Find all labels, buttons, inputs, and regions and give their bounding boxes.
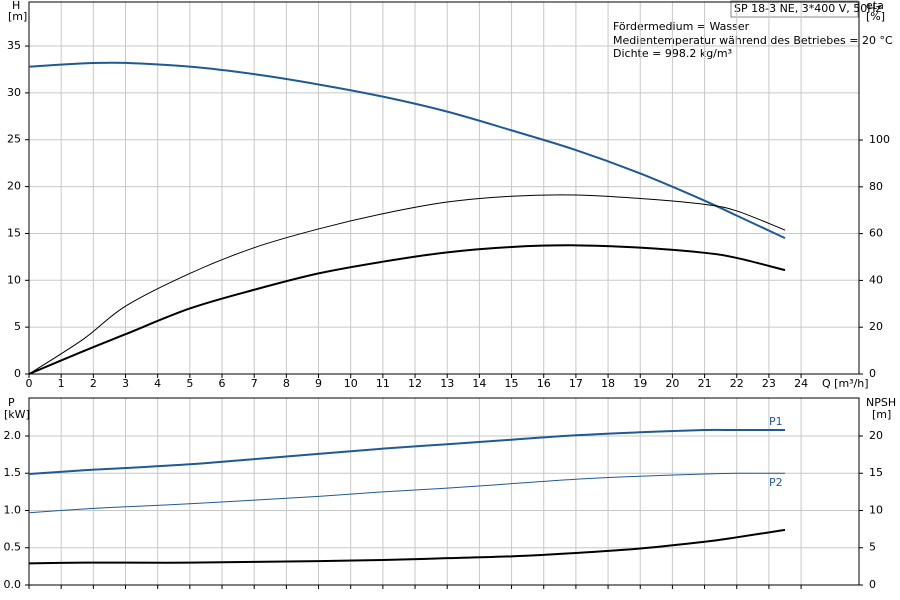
y2-tick-label: 40 [869,273,883,286]
y-label: H [12,0,20,12]
x-tick-label: 20 [665,377,679,390]
x-tick-label: 24 [794,377,808,390]
x-tick-label: 2 [90,377,97,390]
x-tick-label: 0 [26,377,33,390]
y2-tick-label: 20 [869,320,883,333]
x-tick-label: 23 [762,377,776,390]
x-tick-label: 14 [472,377,486,390]
series-label: P1 [769,415,783,428]
y2-label: NPSH [866,396,896,409]
y-tick-label: 0.5 [4,541,22,554]
y2-tick-label: 20 [869,429,883,442]
x-tick-label: 4 [154,377,161,390]
curve [28,472,786,514]
y-tick-label: 20 [7,180,21,193]
y2-tick-label: 0 [869,578,876,591]
y2-tick-label: 10 [869,503,883,516]
curve [28,528,786,565]
y-tick-label: 35 [7,39,21,52]
y-tick-label: 0 [14,367,21,380]
x-tick-label: 6 [219,377,226,390]
curve [28,61,786,240]
y2-tick-label: 100 [869,133,890,146]
x-tick-label: 8 [283,377,290,390]
y2-tick-label: 15 [869,466,883,479]
x-tick-label: 18 [601,377,615,390]
y-tick-label: 1.0 [4,503,22,516]
x-tick-label: 16 [537,377,551,390]
y2-tick-label: 80 [869,180,883,193]
y-tick-label: 30 [7,86,21,99]
info-box [730,0,859,18]
y-tick-label: 5 [14,320,21,333]
x-tick-label: 12 [408,377,422,390]
y-tick-label: 2.0 [4,429,22,442]
x-tick-label: 13 [440,377,454,390]
y2-tick-label: 5 [869,541,876,554]
x-tick-label: 10 [344,377,358,390]
y-tick-label: 0.0 [4,578,22,591]
plot-frame [28,397,860,586]
x-tick-label: 7 [251,377,258,390]
x-tick-label: 15 [505,377,519,390]
annotation: Medientemperatur während des Betriebes =… [613,34,893,47]
y2-unit: [%] [866,10,885,23]
y-unit: [m] [8,10,27,23]
x-tick-label: 9 [315,377,322,390]
annotation: Fördermedium = Wasser [613,20,750,33]
y-unit: [kW] [4,408,30,421]
x-tick-label: 3 [122,377,129,390]
x-tick-label: 21 [698,377,712,390]
x-tick-label: 22 [730,377,744,390]
curve [28,244,786,375]
x-tick-label: 17 [569,377,583,390]
y-tick-label: 10 [7,273,21,286]
box-title: SP 18-3 NE, 3*400 V, 50Hz [734,2,882,15]
y2-tick-label: 0 [869,367,876,380]
y-label: P [8,396,15,409]
y-tick-label: 25 [7,133,21,146]
x-tick-label: 19 [633,377,647,390]
x-tick-label: 11 [376,377,390,390]
x-tick-label: 5 [186,377,193,390]
y2-unit: [m] [872,408,891,421]
y-tick-label: 1.5 [4,466,22,479]
y2-tick-label: 60 [869,227,883,240]
curve [28,194,786,375]
y-tick-label: 15 [7,226,21,239]
x-tick-label: 1 [58,377,65,390]
curve [28,428,786,475]
y2-label: eta [866,0,884,12]
series-label: P2 [769,476,783,489]
plot-frame [28,1,860,375]
x-label: Q [m³/h] [822,377,869,390]
